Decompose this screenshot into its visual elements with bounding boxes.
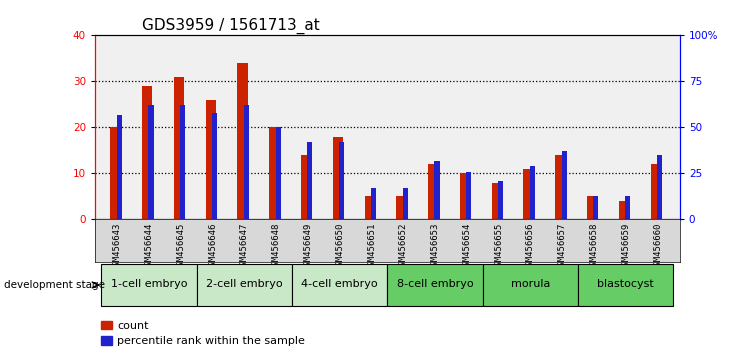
Text: GSM456653: GSM456653 — [431, 223, 439, 271]
Bar — [403, 188, 408, 219]
FancyBboxPatch shape — [578, 264, 673, 306]
Text: GSM456651: GSM456651 — [367, 223, 376, 271]
Text: GSM456655: GSM456655 — [494, 223, 503, 271]
Text: GSM456644: GSM456644 — [145, 223, 154, 271]
Bar — [205, 100, 216, 219]
Bar — [333, 137, 343, 219]
Bar — [174, 77, 184, 219]
Text: blastocyst: blastocyst — [597, 279, 654, 289]
Bar — [434, 161, 439, 219]
Bar — [269, 127, 279, 219]
Bar — [148, 105, 154, 219]
Bar — [371, 188, 376, 219]
Text: GSM456647: GSM456647 — [240, 223, 249, 271]
Text: GSM456659: GSM456659 — [621, 223, 630, 271]
Bar — [243, 105, 249, 219]
Text: GSM456654: GSM456654 — [463, 223, 471, 271]
Bar — [238, 63, 248, 219]
Bar — [396, 196, 406, 219]
FancyBboxPatch shape — [482, 264, 578, 306]
Bar — [117, 115, 122, 219]
Bar — [276, 127, 281, 219]
Bar — [587, 196, 597, 219]
FancyBboxPatch shape — [197, 264, 292, 306]
Bar — [657, 155, 662, 219]
Text: morula: morula — [511, 279, 550, 289]
Text: GSM456643: GSM456643 — [113, 223, 122, 271]
FancyBboxPatch shape — [292, 264, 387, 306]
Bar — [142, 86, 152, 219]
Text: GSM456658: GSM456658 — [589, 223, 599, 271]
Text: 2-cell embryo: 2-cell embryo — [206, 279, 283, 289]
Bar — [466, 172, 471, 219]
Text: GSM456648: GSM456648 — [272, 223, 281, 271]
Text: GSM456660: GSM456660 — [653, 223, 662, 271]
Text: GSM456652: GSM456652 — [399, 223, 408, 271]
Text: GSM456649: GSM456649 — [303, 223, 312, 271]
Text: GSM456650: GSM456650 — [336, 223, 344, 271]
Bar — [523, 169, 534, 219]
FancyBboxPatch shape — [387, 264, 482, 306]
Bar — [307, 142, 312, 219]
Bar — [619, 201, 629, 219]
Bar — [181, 105, 185, 219]
Text: 8-cell embryo: 8-cell embryo — [397, 279, 474, 289]
Bar — [212, 113, 217, 219]
Text: 4-cell embryo: 4-cell embryo — [301, 279, 378, 289]
Bar — [498, 181, 503, 219]
Text: GSM456657: GSM456657 — [558, 223, 567, 271]
Bar — [594, 195, 599, 219]
Bar — [530, 166, 535, 219]
Bar — [339, 142, 344, 219]
Bar — [428, 164, 439, 219]
Bar — [625, 195, 630, 219]
Text: 1-cell embryo: 1-cell embryo — [111, 279, 187, 289]
Bar — [561, 152, 567, 219]
Bar — [556, 155, 565, 219]
Bar — [301, 155, 311, 219]
Bar — [460, 173, 470, 219]
Bar — [651, 164, 661, 219]
Legend: count, percentile rank within the sample: count, percentile rank within the sample — [101, 321, 305, 347]
Text: GSM456645: GSM456645 — [176, 223, 186, 271]
Bar — [110, 127, 121, 219]
Bar — [492, 183, 502, 219]
Text: development stage: development stage — [4, 280, 105, 290]
Text: GSM456656: GSM456656 — [526, 223, 535, 271]
FancyBboxPatch shape — [102, 264, 197, 306]
Text: GDS3959 / 1561713_at: GDS3959 / 1561713_at — [142, 18, 319, 34]
Bar — [365, 196, 375, 219]
Text: GSM456646: GSM456646 — [208, 223, 217, 271]
